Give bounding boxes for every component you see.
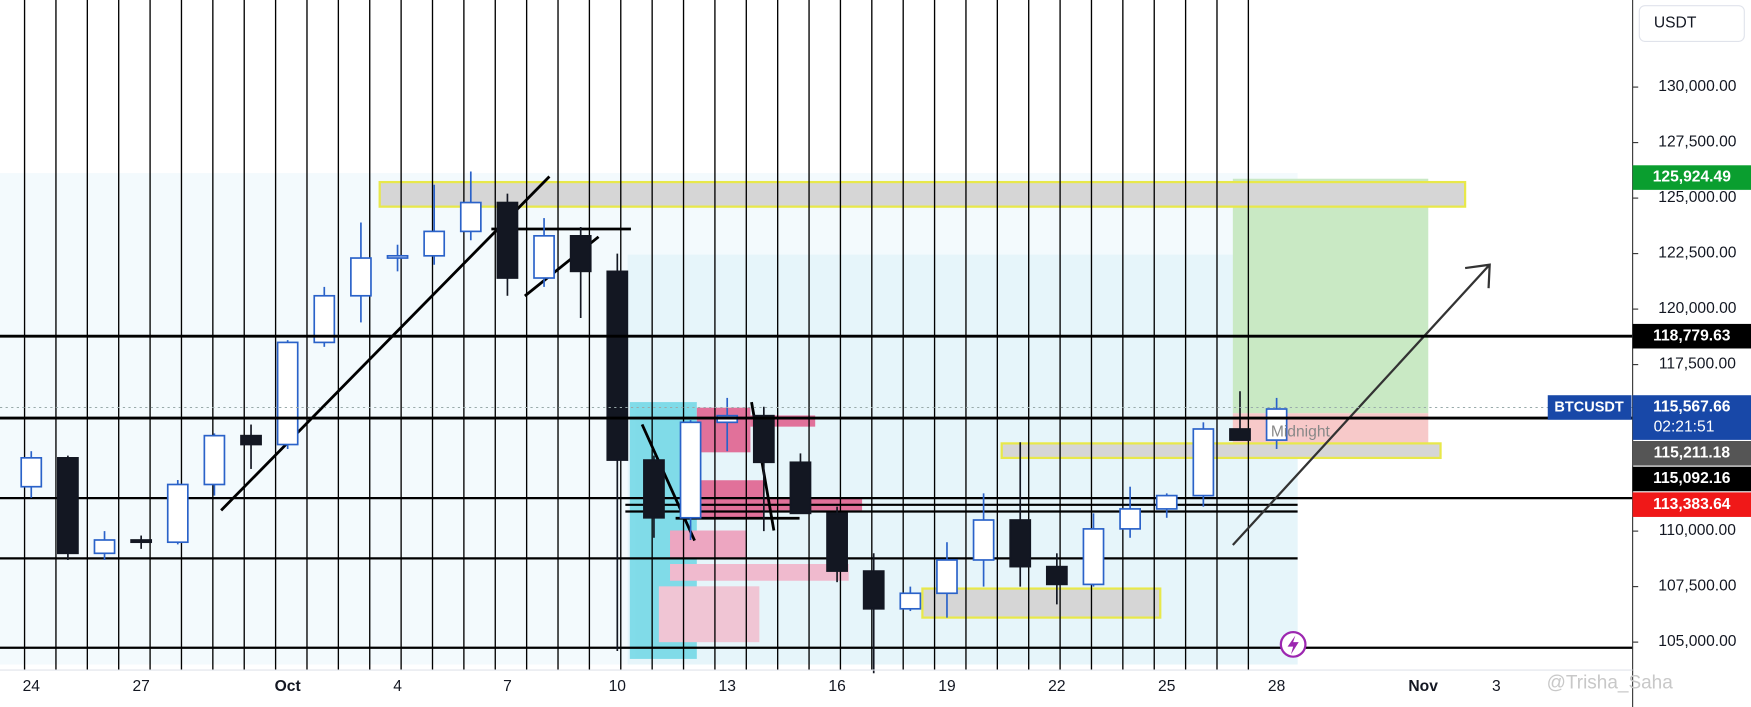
symbol-box <box>1547 395 1632 420</box>
session-label: Midnight <box>1271 423 1331 440</box>
target-zone <box>1232 178 1429 414</box>
profile-bar <box>670 563 849 581</box>
candle-body <box>1155 494 1178 510</box>
y-tick-label: 122,500.00 <box>1658 245 1737 262</box>
price-label: 118,779.63 <box>1653 327 1731 344</box>
profile-bar <box>658 586 760 643</box>
candle-body <box>423 230 446 257</box>
profile-bar <box>696 480 764 520</box>
price-label-box <box>1632 323 1751 349</box>
trend-line <box>640 423 696 542</box>
candle-body <box>240 434 262 446</box>
candle-body <box>276 341 299 446</box>
profile-bar <box>750 415 816 427</box>
x-tick-label: 13 <box>719 678 736 695</box>
price-label: 115,092.16 <box>1653 470 1731 487</box>
supply-zone <box>378 180 1467 208</box>
trend-lines <box>220 175 1491 546</box>
symbol-label: BTCUSDT <box>1554 399 1623 415</box>
alert-icon-bolt <box>1287 635 1299 655</box>
candle-body <box>679 421 702 519</box>
x-tick-label: 10 <box>609 678 627 695</box>
price-label-box <box>1632 466 1751 492</box>
currency[interactable]: USDT <box>1654 15 1697 32</box>
candle-body <box>350 257 372 297</box>
y-tick-label: 125,000.00 <box>1658 189 1737 206</box>
trend-line <box>220 175 551 512</box>
candle-body <box>752 414 775 464</box>
x-tick-label: 16 <box>828 678 845 695</box>
price-label: 125,924.49 <box>1653 169 1732 186</box>
price-label: 113,383.64 <box>1653 496 1731 513</box>
candle-body <box>496 201 519 279</box>
candle-body <box>1229 428 1251 441</box>
candle-body <box>20 457 43 488</box>
x-tick-label: Nov <box>1408 678 1438 695</box>
y-tick-label: 107,500.00 <box>1658 578 1737 595</box>
candle-body <box>1009 519 1032 568</box>
price-label: 115,567.66 <box>1653 399 1731 416</box>
candle-body <box>459 201 482 233</box>
price-label-box <box>1632 441 1751 466</box>
price-axis <box>1632 0 1751 707</box>
candle-body <box>1082 528 1105 586</box>
y-tick-label: 127,500.00 <box>1658 134 1737 151</box>
candle-body <box>57 457 79 555</box>
x-tick-label: 7 <box>503 678 512 695</box>
demand-zone <box>921 587 1162 619</box>
candle-body <box>643 459 665 519</box>
candle-body <box>936 559 958 595</box>
price-label-box <box>1632 165 1751 190</box>
watermark: @Trisha_Saha <box>1547 673 1674 694</box>
x-tick-label: 4 <box>393 678 402 695</box>
candle-body <box>826 512 848 572</box>
candle-body <box>899 592 922 610</box>
projection-arrow <box>1232 263 1491 546</box>
price-levels <box>0 334 1633 420</box>
x-tick-label: 19 <box>938 678 955 695</box>
profile-bar <box>670 530 746 559</box>
currency-button[interactable] <box>1638 5 1745 42</box>
x-tick-label: 25 <box>1158 678 1176 695</box>
candle-body <box>203 434 226 486</box>
levels <box>0 496 1633 649</box>
candle-body <box>972 519 995 561</box>
candle-body <box>789 461 812 515</box>
candle-body <box>533 234 555 279</box>
candle-body <box>1045 565 1068 586</box>
x-tick-label: 24 <box>23 678 41 695</box>
price-label: 115,211.18 <box>1654 444 1731 461</box>
candle-body <box>93 539 116 555</box>
candle-body <box>313 294 336 344</box>
candle-body <box>1192 428 1215 497</box>
candle-body <box>606 270 629 461</box>
candle-body <box>166 483 189 544</box>
y-tick-label: 117,500.00 <box>1659 356 1736 373</box>
candle-body <box>130 539 153 544</box>
countdown: 02:21:51 <box>1654 419 1715 436</box>
y-tick-label: 120,000.00 <box>1658 300 1737 317</box>
x-tick-label: Oct <box>275 678 302 695</box>
y-tick-label: 130,000.00 <box>1658 78 1737 95</box>
y-tick-label: 110,000.00 <box>1659 522 1736 539</box>
x-tick-label: 28 <box>1268 678 1286 695</box>
candle-body <box>386 254 409 259</box>
candle-body <box>1119 508 1141 530</box>
candle-body <box>569 234 592 273</box>
y-tick-label: 105,000.00 <box>1658 633 1737 650</box>
candle-body <box>862 570 885 610</box>
x-tick-label: 22 <box>1048 678 1065 695</box>
price-label-box <box>1632 395 1751 440</box>
zone <box>1000 442 1442 460</box>
x-tick-label: 27 <box>132 678 149 695</box>
x-tick-label: 3 <box>1492 678 1501 695</box>
profile-bar <box>696 407 751 453</box>
price-label-box <box>1632 492 1751 517</box>
